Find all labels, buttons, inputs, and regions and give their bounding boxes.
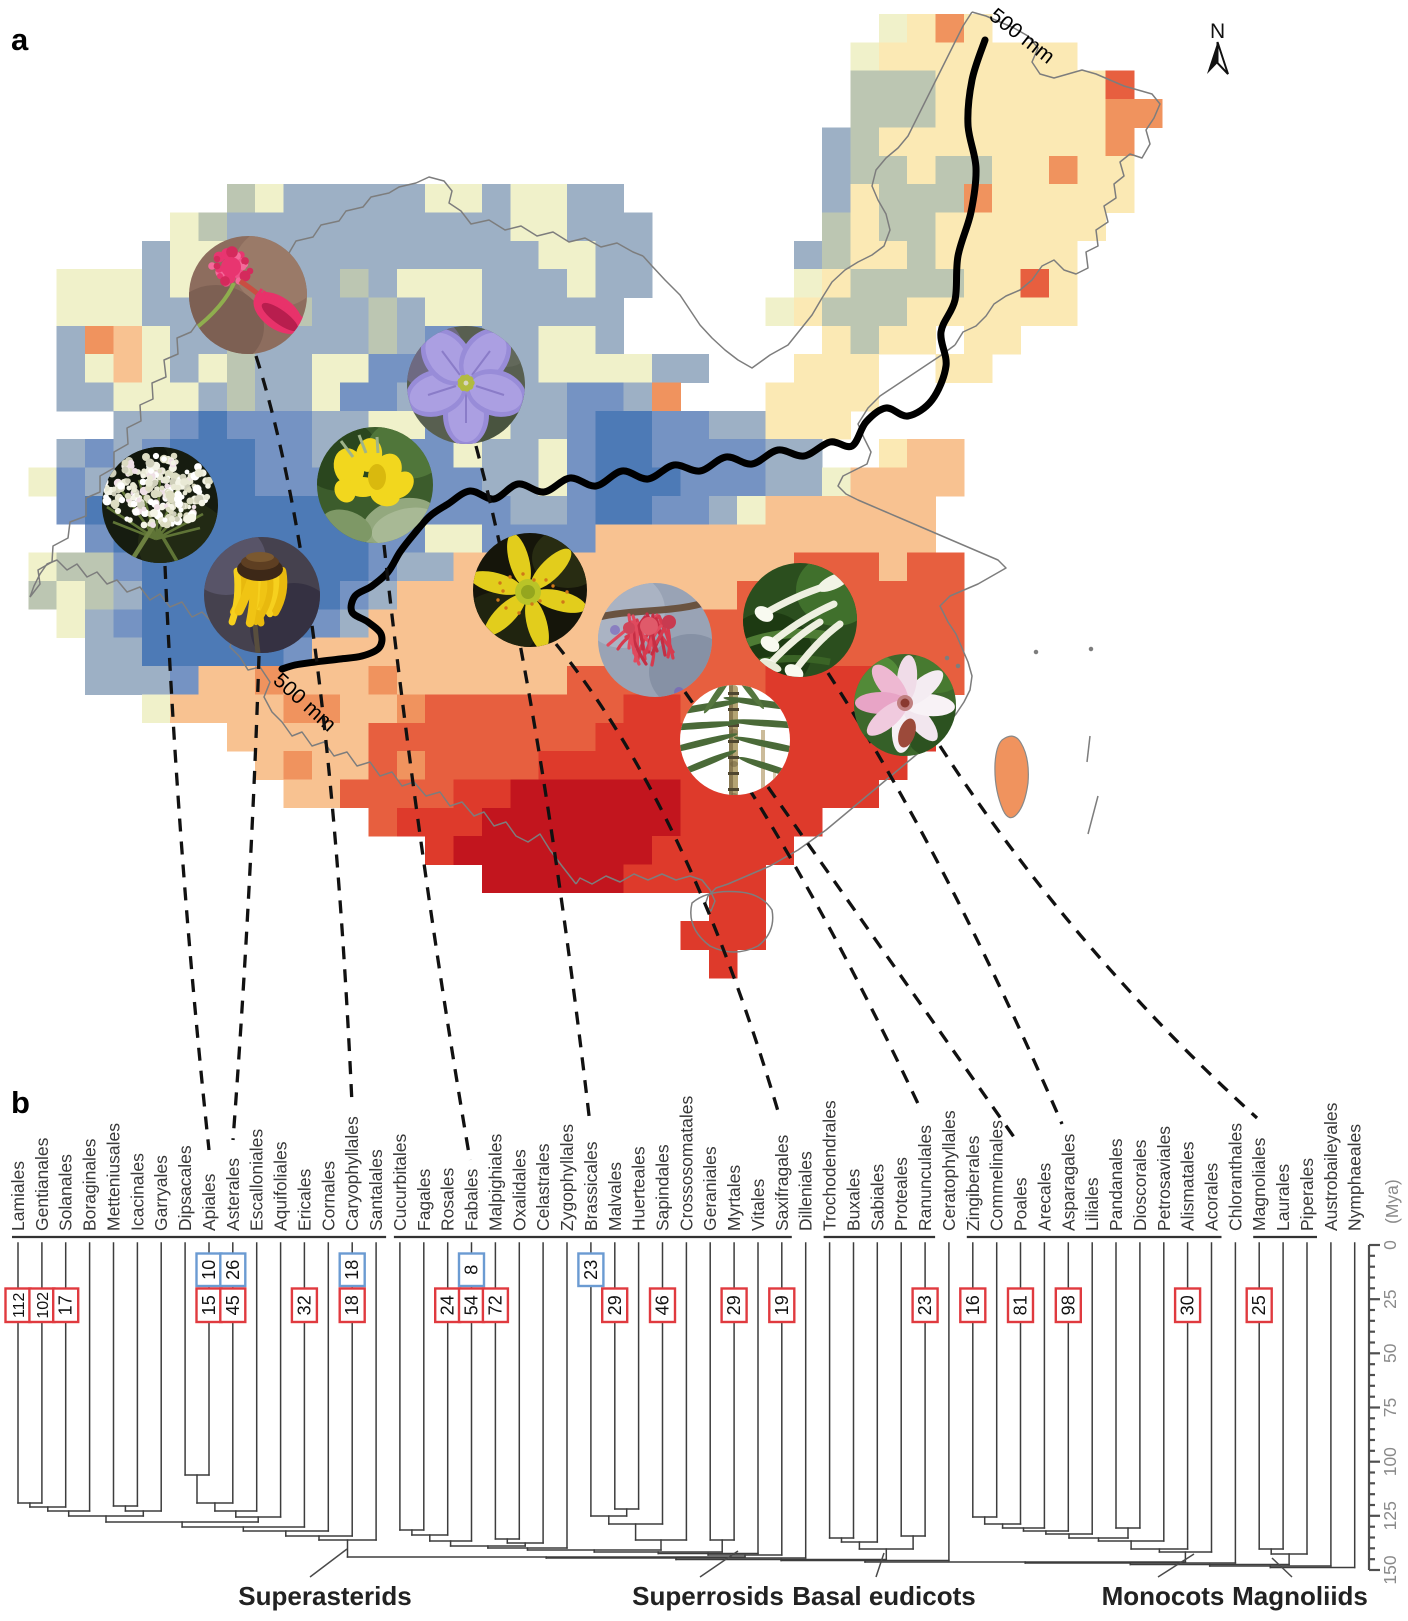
svg-text:Dilleniales: Dilleniales xyxy=(796,1151,816,1231)
svg-text:Ranunculales: Ranunculales xyxy=(915,1125,935,1231)
svg-text:102: 102 xyxy=(35,1292,52,1319)
svg-text:Malvales: Malvales xyxy=(605,1162,625,1231)
svg-text:Santalales: Santalales xyxy=(366,1149,386,1231)
svg-text:Metteniusales: Metteniusales xyxy=(104,1123,124,1231)
svg-text:Celastrales: Celastrales xyxy=(533,1143,553,1231)
svg-text:30: 30 xyxy=(1178,1295,1198,1315)
svg-text:Magnoliids: Magnoliids xyxy=(1232,1581,1368,1611)
svg-text:25: 25 xyxy=(1380,1289,1400,1308)
svg-text:150: 150 xyxy=(1380,1555,1400,1584)
svg-text:Saxifragales: Saxifragales xyxy=(772,1134,792,1231)
svg-text:Asparagales: Asparagales xyxy=(1058,1133,1078,1231)
svg-text:0: 0 xyxy=(1380,1240,1400,1250)
svg-text:Vitales: Vitales xyxy=(748,1179,768,1231)
svg-text:Apiales: Apiales xyxy=(199,1173,219,1231)
svg-text:45: 45 xyxy=(223,1295,243,1315)
svg-text:Alismatales: Alismatales xyxy=(1178,1141,1198,1231)
svg-text:Zygophyllales: Zygophyllales xyxy=(557,1124,577,1231)
svg-text:Arecales: Arecales xyxy=(1034,1163,1054,1231)
svg-text:Sapindales: Sapindales xyxy=(653,1144,673,1231)
svg-text:Buxales: Buxales xyxy=(844,1168,864,1231)
svg-text:81: 81 xyxy=(1011,1295,1031,1315)
svg-text:46: 46 xyxy=(653,1295,673,1315)
svg-text:Superrosids: Superrosids xyxy=(632,1581,784,1611)
svg-text:32: 32 xyxy=(294,1295,314,1315)
svg-text:Rosales: Rosales xyxy=(438,1168,458,1231)
svg-text:a: a xyxy=(11,22,29,57)
svg-text:98: 98 xyxy=(1058,1295,1078,1315)
svg-text:Poales: Poales xyxy=(1011,1177,1031,1231)
svg-text:(Mya): (Mya) xyxy=(1382,1179,1402,1224)
svg-text:26: 26 xyxy=(223,1260,243,1280)
svg-text:25: 25 xyxy=(1249,1295,1269,1315)
svg-text:75: 75 xyxy=(1380,1398,1400,1417)
svg-text:54: 54 xyxy=(462,1295,482,1315)
svg-text:Acorales: Acorales xyxy=(1202,1163,1222,1231)
svg-text:15: 15 xyxy=(199,1295,219,1315)
svg-text:Pandanales: Pandanales xyxy=(1106,1138,1126,1231)
svg-text:Proteales: Proteales xyxy=(891,1157,911,1231)
svg-text:16: 16 xyxy=(963,1295,983,1315)
svg-text:N: N xyxy=(1210,20,1225,43)
svg-text:29: 29 xyxy=(605,1295,625,1315)
svg-text:10: 10 xyxy=(199,1260,219,1280)
svg-text:Piperales: Piperales xyxy=(1297,1158,1317,1231)
svg-text:Nymphaeales: Nymphaeales xyxy=(1345,1124,1365,1231)
svg-text:Geraniales: Geraniales xyxy=(700,1146,720,1231)
svg-text:Cornales: Cornales xyxy=(318,1161,338,1231)
svg-text:23: 23 xyxy=(915,1295,935,1315)
svg-text:8: 8 xyxy=(462,1265,482,1275)
svg-text:Brassicales: Brassicales xyxy=(581,1141,601,1231)
svg-text:18: 18 xyxy=(342,1260,362,1280)
svg-text:125: 125 xyxy=(1380,1501,1400,1530)
svg-text:Commelinales: Commelinales xyxy=(987,1120,1007,1231)
svg-text:Ericales: Ericales xyxy=(294,1169,314,1231)
svg-text:Austrobaileyales: Austrobaileyales xyxy=(1321,1102,1341,1231)
svg-text:Asterales: Asterales xyxy=(223,1158,243,1231)
svg-text:Laurales: Laurales xyxy=(1273,1164,1293,1231)
svg-text:Basal eudicots: Basal eudicots xyxy=(792,1581,976,1611)
svg-text:Petrosaviales: Petrosaviales xyxy=(1154,1126,1174,1231)
svg-text:b: b xyxy=(11,1085,30,1120)
svg-text:100: 100 xyxy=(1380,1447,1400,1476)
svg-text:23: 23 xyxy=(581,1260,601,1280)
svg-text:Myrtales: Myrtales xyxy=(724,1165,744,1231)
svg-text:Crossosomatales: Crossosomatales xyxy=(676,1096,696,1231)
svg-text:Dipsacales: Dipsacales xyxy=(175,1145,195,1231)
svg-text:Ceratophyllales: Ceratophyllales xyxy=(939,1110,959,1231)
svg-text:Oxalidales: Oxalidales xyxy=(509,1149,529,1231)
svg-text:29: 29 xyxy=(724,1295,744,1315)
svg-text:Zingiberales: Zingiberales xyxy=(963,1135,983,1231)
svg-text:Solanales: Solanales xyxy=(56,1154,76,1231)
svg-text:Garryales: Garryales xyxy=(151,1155,171,1231)
svg-text:Dioscorales: Dioscorales xyxy=(1130,1139,1150,1231)
svg-text:24: 24 xyxy=(438,1295,458,1315)
svg-text:19: 19 xyxy=(772,1295,792,1315)
svg-text:Fabales: Fabales xyxy=(462,1168,482,1231)
svg-text:Chloranthales: Chloranthales xyxy=(1225,1123,1245,1231)
svg-text:Superasterids: Superasterids xyxy=(238,1581,411,1611)
svg-text:112: 112 xyxy=(11,1292,28,1318)
svg-text:Malpighiales: Malpighiales xyxy=(485,1133,505,1231)
svg-text:50: 50 xyxy=(1380,1343,1400,1363)
svg-text:Escalloniales: Escalloniales xyxy=(247,1129,267,1231)
svg-text:Lamiales: Lamiales xyxy=(8,1161,28,1231)
svg-text:Magnoliales: Magnoliales xyxy=(1249,1137,1269,1231)
svg-text:17: 17 xyxy=(56,1295,76,1315)
svg-text:Trochodendrales: Trochodendrales xyxy=(820,1100,840,1231)
svg-text:Cucurbitales: Cucurbitales xyxy=(390,1133,410,1231)
svg-text:72: 72 xyxy=(485,1295,505,1315)
svg-text:Monocots: Monocots xyxy=(1102,1581,1225,1611)
svg-text:Gentianales: Gentianales xyxy=(32,1137,52,1231)
svg-text:Icacinales: Icacinales xyxy=(127,1153,147,1231)
svg-text:Huerteales: Huerteales xyxy=(629,1146,649,1231)
svg-text:Boraginales: Boraginales xyxy=(80,1138,100,1231)
svg-text:Caryophyllales: Caryophyllales xyxy=(342,1116,362,1231)
svg-text:Fagales: Fagales xyxy=(414,1168,434,1231)
svg-text:Liliales: Liliales xyxy=(1082,1177,1102,1231)
svg-text:Aquifoliales: Aquifoliales xyxy=(271,1141,291,1231)
svg-text:Sabiales: Sabiales xyxy=(867,1164,887,1231)
svg-text:18: 18 xyxy=(342,1295,362,1315)
